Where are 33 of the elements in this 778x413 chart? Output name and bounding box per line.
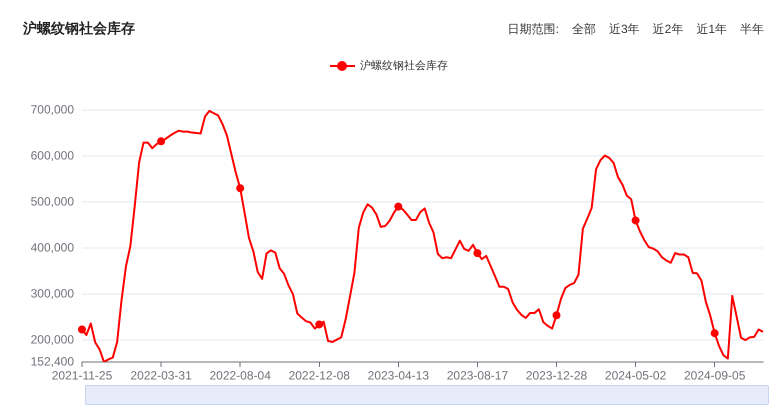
point [632, 216, 640, 224]
x-tick-label: 2022-12-08 [288, 368, 350, 383]
legend-label: 沪螺纹钢社会库存 [360, 58, 448, 73]
text: 全部 [572, 21, 596, 38]
y-tick-label: 300,000 [30, 286, 74, 300]
y-tick-label: 600,000 [30, 148, 74, 162]
y-tick-label: 152,400 [30, 354, 74, 368]
point [78, 326, 86, 334]
x-tick-label: 2023-12-28 [526, 368, 588, 383]
text: 近3年 [608, 21, 640, 38]
point [552, 311, 561, 320]
x-tick-label: 2023-04-13 [368, 368, 430, 383]
x-tick-label: 2024-05-02 [604, 368, 667, 383]
text: 近1年 [696, 21, 727, 38]
x-tick-label: 2024-09-05 [684, 368, 746, 383]
point [710, 329, 719, 338]
y-tick-label: 200,000 [30, 332, 74, 346]
point [473, 249, 482, 258]
y-tick-label: 400,000 [30, 240, 74, 254]
x-tick-label: 2021-11-25 [52, 368, 113, 383]
x-tick-label: 2022-03-31 [130, 368, 192, 383]
text: 日期范围: [508, 21, 559, 38]
point [394, 202, 402, 211]
x-tick-label: 2023-08-17 [446, 368, 508, 383]
x-tick-label: 2022-08-04 [209, 368, 272, 383]
text: 半年 [740, 21, 764, 38]
y-tick-label: 700,000 [30, 102, 74, 116]
point [157, 137, 166, 146]
y-tick-label: 500,000 [30, 194, 74, 208]
point [315, 320, 324, 328]
point [236, 184, 244, 192]
chart-title: 沪螺纹钢社会库存 [23, 20, 135, 38]
text: 近2年 [652, 21, 684, 38]
